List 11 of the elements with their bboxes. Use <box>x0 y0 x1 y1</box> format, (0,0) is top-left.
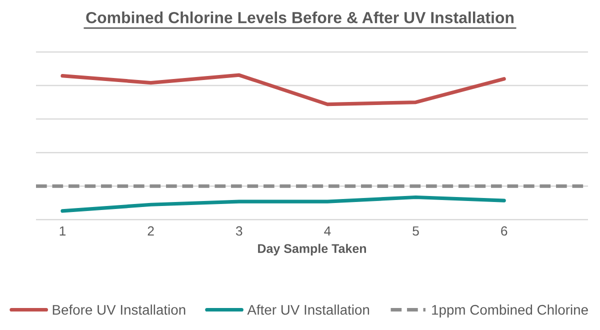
chart-title: Combined Chlorine Levels Before & After UV Installation <box>86 12 514 24</box>
x-tick-label: 6 <box>501 226 508 236</box>
legend-label: 1ppm Combined Chlorine <box>432 304 588 318</box>
x-tick-label: 4 <box>324 226 331 236</box>
x-tick-label: 1 <box>60 226 66 236</box>
x-tick-label: 2 <box>148 226 154 236</box>
x-tick-label: 3 <box>236 226 242 236</box>
legend-label: After UV Installation <box>247 304 370 315</box>
x-axis-title: Day Sample Taken <box>258 244 366 256</box>
legend-label: Before UV Installation <box>52 304 186 315</box>
x-tick-label: 5 <box>412 226 419 236</box>
